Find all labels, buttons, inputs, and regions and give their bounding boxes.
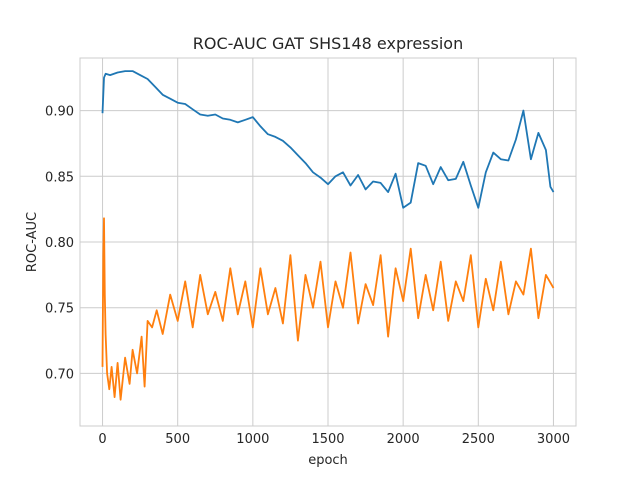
x-axis-ticks: 0 500 1000 1500 2000 2500 3000	[98, 432, 570, 447]
x-tick-label: 0	[98, 432, 106, 447]
y-tick-label: 0.75	[45, 302, 74, 317]
series-line-2	[101, 217, 555, 401]
y-tick-label: 0.85	[45, 170, 74, 185]
x-tick-label: 500	[165, 432, 190, 447]
x-tick-label: 2500	[462, 432, 495, 447]
plot-frame	[79, 57, 577, 427]
x-tick-label: 2000	[387, 432, 420, 447]
y-axis-label: ROC-AUC	[25, 212, 40, 272]
plot-series	[101, 70, 555, 401]
y-tick-label: 0.80	[45, 236, 74, 251]
series-line-1	[101, 70, 555, 209]
chart-title: ROC-AUC GAT SHS148 expression	[193, 34, 463, 53]
y-tick-label: 0.70	[45, 367, 74, 382]
y-axis-ticks: 0.70 0.75 0.80 0.85 0.90	[45, 105, 74, 383]
grid-lines	[80, 58, 576, 426]
x-tick-label: 3000	[537, 432, 570, 447]
x-tick-label: 1000	[236, 432, 269, 447]
x-axis-label: epoch	[308, 453, 348, 468]
x-tick-label: 1500	[311, 432, 344, 447]
y-tick-label: 0.90	[45, 105, 74, 120]
